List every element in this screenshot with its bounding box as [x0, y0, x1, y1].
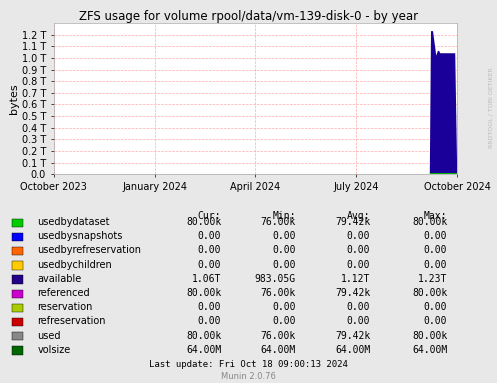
Text: 80.00k: 80.00k — [186, 217, 221, 227]
Text: 0.00: 0.00 — [272, 246, 296, 255]
Text: 1.12T: 1.12T — [341, 274, 370, 284]
Text: 0.00: 0.00 — [347, 231, 370, 241]
Text: 80.00k: 80.00k — [186, 331, 221, 340]
Text: Last update: Fri Oct 18 09:00:13 2024: Last update: Fri Oct 18 09:00:13 2024 — [149, 360, 348, 369]
Text: usedbyrefreservation: usedbyrefreservation — [37, 246, 141, 255]
Text: 64.00M: 64.00M — [186, 345, 221, 355]
Text: 0.00: 0.00 — [198, 260, 221, 270]
Text: RRDTOOL / TOBI OETIKER: RRDTOOL / TOBI OETIKER — [489, 67, 494, 147]
Text: referenced: referenced — [37, 288, 90, 298]
Text: Munin 2.0.76: Munin 2.0.76 — [221, 372, 276, 381]
Text: 0.00: 0.00 — [347, 316, 370, 326]
Text: 0.00: 0.00 — [424, 316, 447, 326]
Text: 79.42k: 79.42k — [335, 288, 370, 298]
Text: 79.42k: 79.42k — [335, 331, 370, 340]
Text: ZFS usage for volume rpool/data/vm-139-disk-0 - by year: ZFS usage for volume rpool/data/vm-139-d… — [79, 10, 418, 23]
Text: Min:: Min: — [272, 211, 296, 221]
Text: 0.00: 0.00 — [347, 246, 370, 255]
Text: 76.00k: 76.00k — [260, 217, 296, 227]
Text: usedbysnapshots: usedbysnapshots — [37, 231, 123, 241]
Text: 80.00k: 80.00k — [412, 331, 447, 340]
Polygon shape — [430, 31, 457, 174]
Text: 76.00k: 76.00k — [260, 288, 296, 298]
Text: volsize: volsize — [37, 345, 71, 355]
Text: 0.00: 0.00 — [198, 231, 221, 241]
Text: 0.00: 0.00 — [272, 316, 296, 326]
Text: reservation: reservation — [37, 302, 92, 312]
Text: 64.00M: 64.00M — [412, 345, 447, 355]
Text: used: used — [37, 331, 61, 340]
Text: 0.00: 0.00 — [424, 246, 447, 255]
Text: 0.00: 0.00 — [198, 316, 221, 326]
Text: 0.00: 0.00 — [272, 231, 296, 241]
Text: 0.00: 0.00 — [272, 260, 296, 270]
Text: 0.00: 0.00 — [424, 260, 447, 270]
Text: 76.00k: 76.00k — [260, 331, 296, 340]
Text: 0.00: 0.00 — [424, 231, 447, 241]
Text: Max:: Max: — [424, 211, 447, 221]
Text: 64.00M: 64.00M — [335, 345, 370, 355]
Text: 0.00: 0.00 — [272, 302, 296, 312]
Text: 0.00: 0.00 — [198, 302, 221, 312]
Text: 80.00k: 80.00k — [412, 288, 447, 298]
Text: 1.23T: 1.23T — [418, 274, 447, 284]
Text: Avg:: Avg: — [347, 211, 370, 221]
Text: 1.06T: 1.06T — [192, 274, 221, 284]
Text: Cur:: Cur: — [198, 211, 221, 221]
Text: 80.00k: 80.00k — [412, 217, 447, 227]
Text: 983.05G: 983.05G — [254, 274, 296, 284]
Text: available: available — [37, 274, 82, 284]
Text: 79.42k: 79.42k — [335, 217, 370, 227]
Y-axis label: bytes: bytes — [9, 83, 19, 114]
Text: 0.00: 0.00 — [347, 260, 370, 270]
Text: 64.00M: 64.00M — [260, 345, 296, 355]
Text: usedbydataset: usedbydataset — [37, 217, 110, 227]
Text: usedbychildren: usedbychildren — [37, 260, 112, 270]
Text: 0.00: 0.00 — [424, 302, 447, 312]
Text: 0.00: 0.00 — [198, 246, 221, 255]
Text: 80.00k: 80.00k — [186, 288, 221, 298]
Text: refreservation: refreservation — [37, 316, 106, 326]
Text: 0.00: 0.00 — [347, 302, 370, 312]
